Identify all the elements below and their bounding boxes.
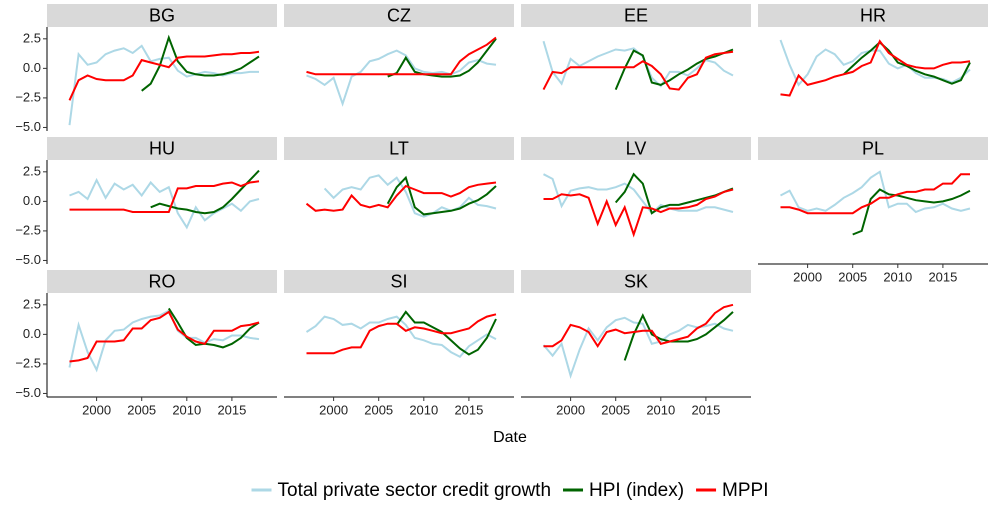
series-line [305, 315, 497, 359]
x-tick-label: 2015 [928, 269, 957, 284]
x-tick-label: 2005 [601, 402, 630, 417]
y-tick-label: −2.5 [15, 222, 41, 237]
strip [284, 270, 514, 293]
series-line [69, 177, 260, 230]
x-tick-label: 2010 [172, 402, 201, 417]
x-tick-label: 2000 [319, 402, 348, 417]
series-line [395, 310, 497, 356]
series-line [306, 36, 497, 76]
y-tick-label: 0.0 [23, 60, 41, 75]
series-line [68, 309, 260, 373]
strip-title: SK [624, 271, 648, 291]
strip-title: CZ [387, 5, 411, 25]
series-line [167, 307, 260, 349]
strip-title: BG [149, 5, 175, 25]
y-tick-label: −5.0 [15, 119, 41, 134]
series-line [69, 310, 260, 363]
series-line [141, 34, 260, 92]
x-tick-label: 2015 [217, 402, 246, 417]
strip [758, 137, 988, 160]
strip-title: HR [860, 5, 886, 25]
y-tick-label: 2.5 [23, 163, 41, 178]
legend-label: Total private sector credit growth [278, 480, 552, 501]
x-tick-label: 2015 [691, 402, 720, 417]
series-line [543, 173, 734, 215]
legend-label: HPI (index) [589, 480, 684, 501]
series-line [387, 38, 497, 78]
series-line [386, 175, 497, 216]
y-tick-label: 0.0 [23, 326, 41, 341]
strip [521, 137, 751, 160]
strip [521, 270, 751, 293]
series-line [150, 169, 260, 215]
strip [758, 4, 988, 27]
x-axis-label: Date [493, 429, 527, 446]
x-tick-label: 2000 [556, 402, 585, 417]
x-tick-label: 2005 [838, 269, 867, 284]
strip-title: LT [389, 138, 409, 158]
x-tick-label: 2005 [364, 402, 393, 417]
series-line [323, 174, 497, 218]
strip [47, 4, 277, 27]
strip [47, 270, 277, 293]
y-tick-label: −5.0 [15, 385, 41, 400]
strip-title: LV [626, 138, 647, 158]
series-line [306, 313, 497, 355]
x-tick-label: 2005 [127, 402, 156, 417]
series-line [543, 188, 734, 238]
strip-title: RO [149, 271, 176, 291]
series-line [542, 50, 734, 91]
series-line [780, 173, 970, 215]
y-tick-label: 0.0 [23, 193, 41, 208]
y-tick-label: 2.5 [23, 30, 41, 45]
series-line [843, 41, 971, 85]
series-line [614, 172, 734, 215]
strip-title: EE [624, 5, 648, 25]
y-tick-label: −2.5 [15, 89, 41, 104]
series-line [543, 303, 734, 349]
series-line [305, 181, 497, 212]
series-line [780, 170, 971, 214]
series-line [69, 180, 260, 213]
strip [284, 137, 514, 160]
strip-title: PL [862, 138, 884, 158]
x-tick-label: 2000 [82, 402, 111, 417]
strip [47, 137, 277, 160]
strip [284, 4, 514, 27]
series-line [68, 44, 259, 126]
y-tick-label: −5.0 [15, 252, 41, 267]
series-line [614, 48, 734, 90]
x-tick-label: 2010 [646, 402, 675, 417]
series-line [68, 50, 260, 101]
series-line [780, 39, 971, 97]
series-line [852, 188, 971, 236]
strip-title: SI [390, 271, 407, 291]
strip [521, 4, 751, 27]
x-tick-label: 2000 [793, 269, 822, 284]
legend-label: MPPI [722, 480, 768, 501]
strip-title: HU [149, 138, 175, 158]
series-line [623, 311, 734, 361]
series-line [306, 49, 497, 107]
x-tick-label: 2010 [409, 402, 438, 417]
y-tick-label: 2.5 [23, 296, 41, 311]
y-tick-label: −2.5 [15, 355, 41, 370]
x-tick-label: 2015 [454, 402, 483, 417]
x-tick-label: 2010 [883, 269, 912, 284]
